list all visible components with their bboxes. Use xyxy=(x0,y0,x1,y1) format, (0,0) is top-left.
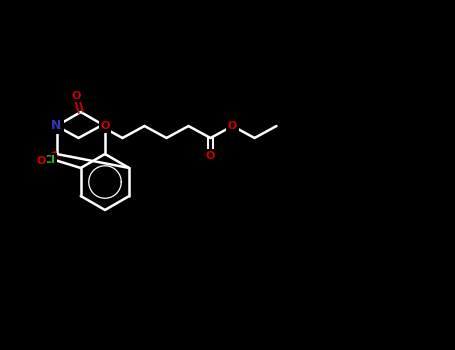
Text: O: O xyxy=(206,151,215,161)
Text: O: O xyxy=(100,121,110,131)
Text: Cl: Cl xyxy=(44,155,56,165)
Text: O: O xyxy=(36,156,46,166)
Text: O: O xyxy=(71,91,81,101)
Text: N: N xyxy=(51,119,62,133)
Text: O: O xyxy=(228,121,237,131)
